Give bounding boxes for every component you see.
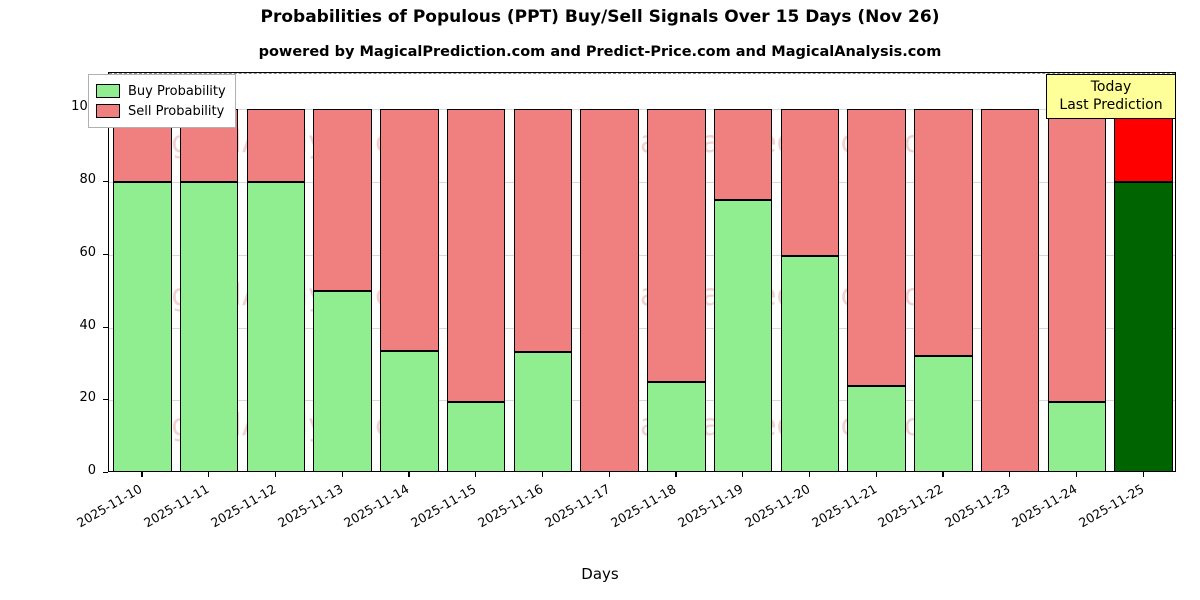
bar-segment-buy	[713, 200, 773, 471]
bar-segment-sell	[1114, 109, 1173, 183]
y-tick-label: 0	[87, 463, 96, 478]
today-label-line2: Last Prediction	[1059, 97, 1163, 113]
bar-segment-buy	[914, 355, 973, 471]
x-axis-label: Days	[581, 565, 619, 583]
bar-segment-sell	[1047, 109, 1107, 402]
y-tick-mark	[103, 326, 108, 328]
x-tick-mark	[742, 472, 744, 477]
bar-segment-buy	[246, 182, 306, 471]
bar-group	[446, 73, 506, 471]
bar-segment-buy	[179, 182, 239, 471]
y-tick-label: 60	[79, 244, 96, 260]
legend-label-sell: Sell Probability	[128, 103, 225, 119]
bar-segment-sell	[580, 109, 639, 471]
bar-segment-buy	[113, 182, 172, 471]
legend-item-buy: Buy Probability	[96, 81, 226, 101]
bar-segment-sell	[780, 109, 840, 256]
bar-segment-sell	[847, 109, 906, 387]
y-tick-mark	[103, 399, 108, 401]
legend-swatch-buy	[96, 84, 120, 98]
bar-segment-buy	[647, 382, 706, 471]
y-tick-mark	[103, 181, 108, 183]
x-tick-mark	[541, 472, 544, 477]
y-tick-label: 80	[79, 172, 96, 188]
grid-line	[109, 400, 1175, 402]
page-title: Probabilities of Populous (PPT) Buy/Sell…	[260, 7, 940, 27]
bar-segment-sell	[380, 109, 439, 352]
bar-segment-sell	[246, 109, 306, 183]
bar-group	[313, 73, 372, 471]
bar-group	[179, 73, 239, 471]
x-tick-mark	[141, 472, 143, 477]
bar-segment-sell	[313, 109, 372, 292]
bar-segment-buy	[847, 386, 906, 471]
bar-segment-buy	[313, 291, 372, 471]
bar-group	[246, 73, 306, 471]
legend-swatch-sell	[96, 104, 120, 118]
x-tick-mark	[341, 472, 343, 477]
bar-segment-sell	[980, 109, 1040, 471]
x-tick-mark	[475, 472, 477, 477]
bar-group	[713, 73, 773, 471]
grid-line	[109, 109, 1175, 111]
annotation-dashed-line	[109, 73, 1175, 74]
today-annotation: Today Last Prediction	[1046, 74, 1176, 119]
x-tick-mark	[942, 472, 944, 477]
bar-segment-sell	[647, 109, 706, 383]
x-tick-mark	[274, 472, 277, 477]
bar-segment-buy	[1114, 182, 1173, 471]
plot-area: MagicalAnalysis.comMagicalPrediction.com…	[108, 72, 1176, 472]
x-tick-mark	[408, 472, 410, 477]
bar-group	[580, 73, 639, 471]
y-tick-label: 40	[79, 317, 96, 333]
bar-segment-sell	[914, 109, 973, 356]
bar-segment-buy	[380, 351, 439, 471]
grid-line	[109, 182, 1175, 184]
bar-group	[847, 73, 906, 471]
x-tick-mark	[1075, 472, 1078, 477]
chart-subtitle: powered by MagicalPrediction.com and Pre…	[258, 44, 942, 60]
x-tick-mark	[675, 472, 677, 477]
bar-group	[980, 73, 1040, 471]
bar-group	[1114, 73, 1173, 471]
x-tick-mark	[808, 472, 811, 477]
x-tick-mark	[1142, 472, 1144, 477]
bar-group	[513, 73, 573, 471]
today-label-line1: Today	[1090, 79, 1132, 95]
y-tick-mark	[103, 253, 108, 255]
legend-item-sell: Sell Probability	[96, 101, 226, 121]
x-tick-mark	[208, 472, 210, 477]
y-tick-label: 20	[79, 390, 96, 406]
bar-segment-buy	[1047, 401, 1107, 471]
y-tick-mark	[103, 472, 108, 474]
bar-segment-sell	[513, 109, 573, 352]
y-tick-label: 100	[71, 99, 96, 115]
bar-segment-sell	[446, 109, 506, 403]
bar-group	[113, 73, 172, 471]
x-tick-mark	[1009, 472, 1011, 477]
bar-group	[647, 73, 706, 471]
bar-segment-sell	[713, 109, 773, 201]
x-tick-mark	[875, 472, 877, 477]
bar-segment-buy	[446, 402, 506, 471]
chart-legend: Buy Probability Sell Probability	[88, 74, 236, 128]
grid-line	[109, 327, 1175, 329]
bar-group	[380, 73, 439, 471]
bar-segment-buy	[780, 255, 840, 471]
grid-line	[109, 254, 1175, 256]
bar-group	[914, 73, 973, 471]
bar-group	[1047, 73, 1107, 471]
x-tick-mark	[608, 472, 610, 477]
legend-label-buy: Buy Probability	[128, 83, 226, 99]
bar-segment-buy	[513, 351, 573, 471]
bar-group	[780, 73, 840, 471]
